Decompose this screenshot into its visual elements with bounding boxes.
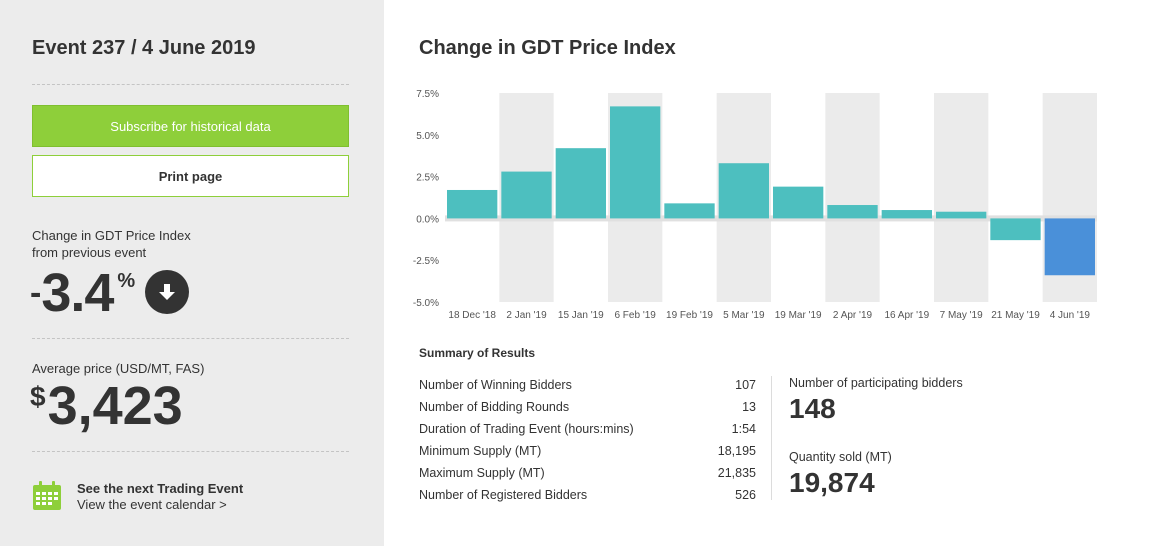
stat-label: Minimum Supply (MT) [419,444,542,458]
x-tick-label: 2 Apr '19 [833,310,873,321]
price-index-bar-chart: 7.5% 5.0% 2.5% 0.0% -2.5% -5.0% 18 Dec '18 2 Ja… [413,89,1097,321]
stat-label: Number of Bidding Rounds [419,400,570,414]
left-panel: Event 237 / 4 June 2019 Subscribe for hi… [0,0,384,546]
quantity-sold-value: 19,874 [789,467,875,498]
currency-symbol: $ [30,381,46,412]
table-row: Number of Registered Bidders 526 [419,484,756,506]
avg-price-value: 3,423 [47,376,183,436]
grid-band [934,93,989,302]
subscribe-button[interactable]: Subscribe for historical data [32,105,349,147]
stat-label: Duration of Trading Event (hours:mins) [419,422,634,436]
participating-bidders-value: 148 [789,393,836,424]
y-tick-label: 5.0% [416,131,439,142]
next-trading-event-link[interactable]: See the next Trading Event View the even… [32,481,349,517]
x-tick-label: 16 Apr '19 [884,310,929,321]
stat-value: 107 [735,378,756,392]
change-label-line2: from previous event [32,245,147,260]
change-value: 3.4 [41,263,114,323]
change-unit: % [117,270,136,292]
avg-price-label: Average price (USD/MT, FAS) [32,361,205,376]
bar [936,211,987,219]
table-row: Number of Bidding Rounds 13 [419,396,756,418]
grid-band [825,93,880,302]
x-tick-label: 5 Mar '19 [723,310,765,321]
x-tick-label: 15 Jan '19 [558,310,604,321]
y-tick-label: 7.5% [416,89,439,100]
bar [881,210,932,219]
stat-value: 18,195 [717,444,756,458]
x-tick-label: 7 May '19 [940,310,983,321]
price-index-change: - 3.4 % [30,262,190,324]
bar [1044,218,1095,276]
bar [990,218,1041,241]
stat-label: Number of Winning Bidders [419,378,572,392]
y-tick-label: 0.0% [416,214,439,225]
x-tick-label: 18 Dec '18 [448,310,496,321]
bar [827,205,878,219]
x-tick-label: 6 Feb '19 [614,310,656,321]
table-row: Duration of Trading Event (hours:mins) 1:… [419,418,756,440]
participating-bidders-label: Number of participating bidders [789,376,963,390]
event-calendar-link[interactable]: View the event calendar > [77,497,227,512]
stat-value: 526 [735,488,756,502]
zero-line [445,215,1097,222]
average-price: $ 3,423 [30,375,183,437]
bar [664,203,715,219]
print-page-button[interactable]: Print page [32,155,349,197]
y-tick-label: -2.5% [413,256,439,267]
table-row: Minimum Supply (MT) 18,195 [419,440,756,462]
bar [555,148,606,219]
bar [447,189,498,219]
stat-value: 1:54 [731,422,756,436]
arrow-down-circle-icon [145,270,190,314]
bar [501,171,552,219]
stat-label: Number of Registered Bidders [419,488,588,502]
x-tick-label: 19 Mar '19 [775,310,822,321]
calendar-icon [33,481,61,510]
next-event-title: See the next Trading Event [77,481,244,496]
bar [610,106,661,219]
stat-value: 21,835 [717,466,756,480]
x-tick-label: 2 Jan '19 [506,310,547,321]
stat-label: Maximum Supply (MT) [419,466,545,480]
divider [32,338,349,339]
summary-title: Summary of Results [419,346,536,360]
y-tick-label: -5.0% [413,298,439,309]
event-title: Event 237 / 4 June 2019 [32,37,256,59]
change-label: Change in GDT Price Index from previous … [32,227,191,261]
bar [718,163,769,219]
stat-value: 13 [742,400,756,414]
change-sign: - [30,274,42,312]
table-row: Maximum Supply (MT) 21,835 [419,462,756,484]
x-tick-label: 4 Jun '19 [1050,310,1091,321]
quantity-sold-label: Quantity sold (MT) [789,450,892,464]
y-tick-label: 2.5% [416,173,439,184]
table-row: Number of Winning Bidders 107 [419,374,756,396]
chart-title: Change in GDT Price Index [419,37,676,59]
summary-stats-table: Number of Winning Bidders 107 Number of Bi… [419,374,756,506]
divider [32,451,349,452]
summary-divider [771,376,772,500]
x-tick-label: 19 Feb '19 [666,310,713,321]
divider [32,84,349,85]
change-label-line1: Change in GDT Price Index [32,228,191,243]
x-tick-label: 21 May '19 [991,310,1040,321]
bar [773,186,824,219]
